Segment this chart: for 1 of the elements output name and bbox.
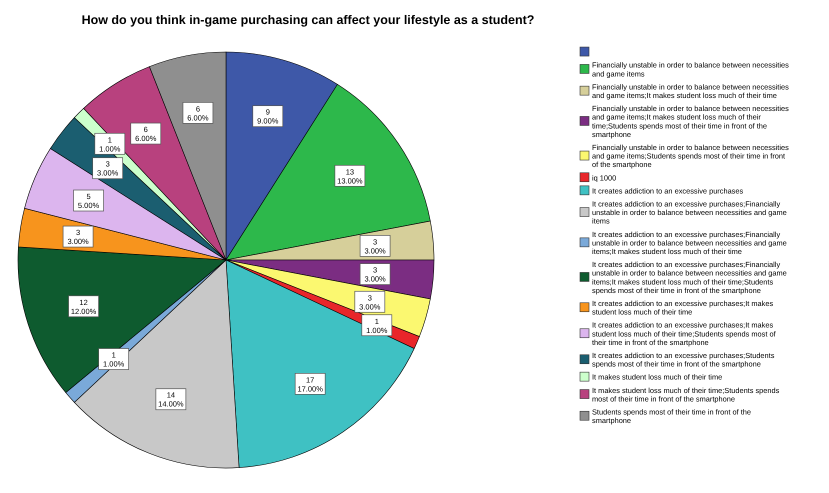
- chart-title: How do you think in-game purchasing can affect your lifestyle as a student?: [82, 13, 534, 27]
